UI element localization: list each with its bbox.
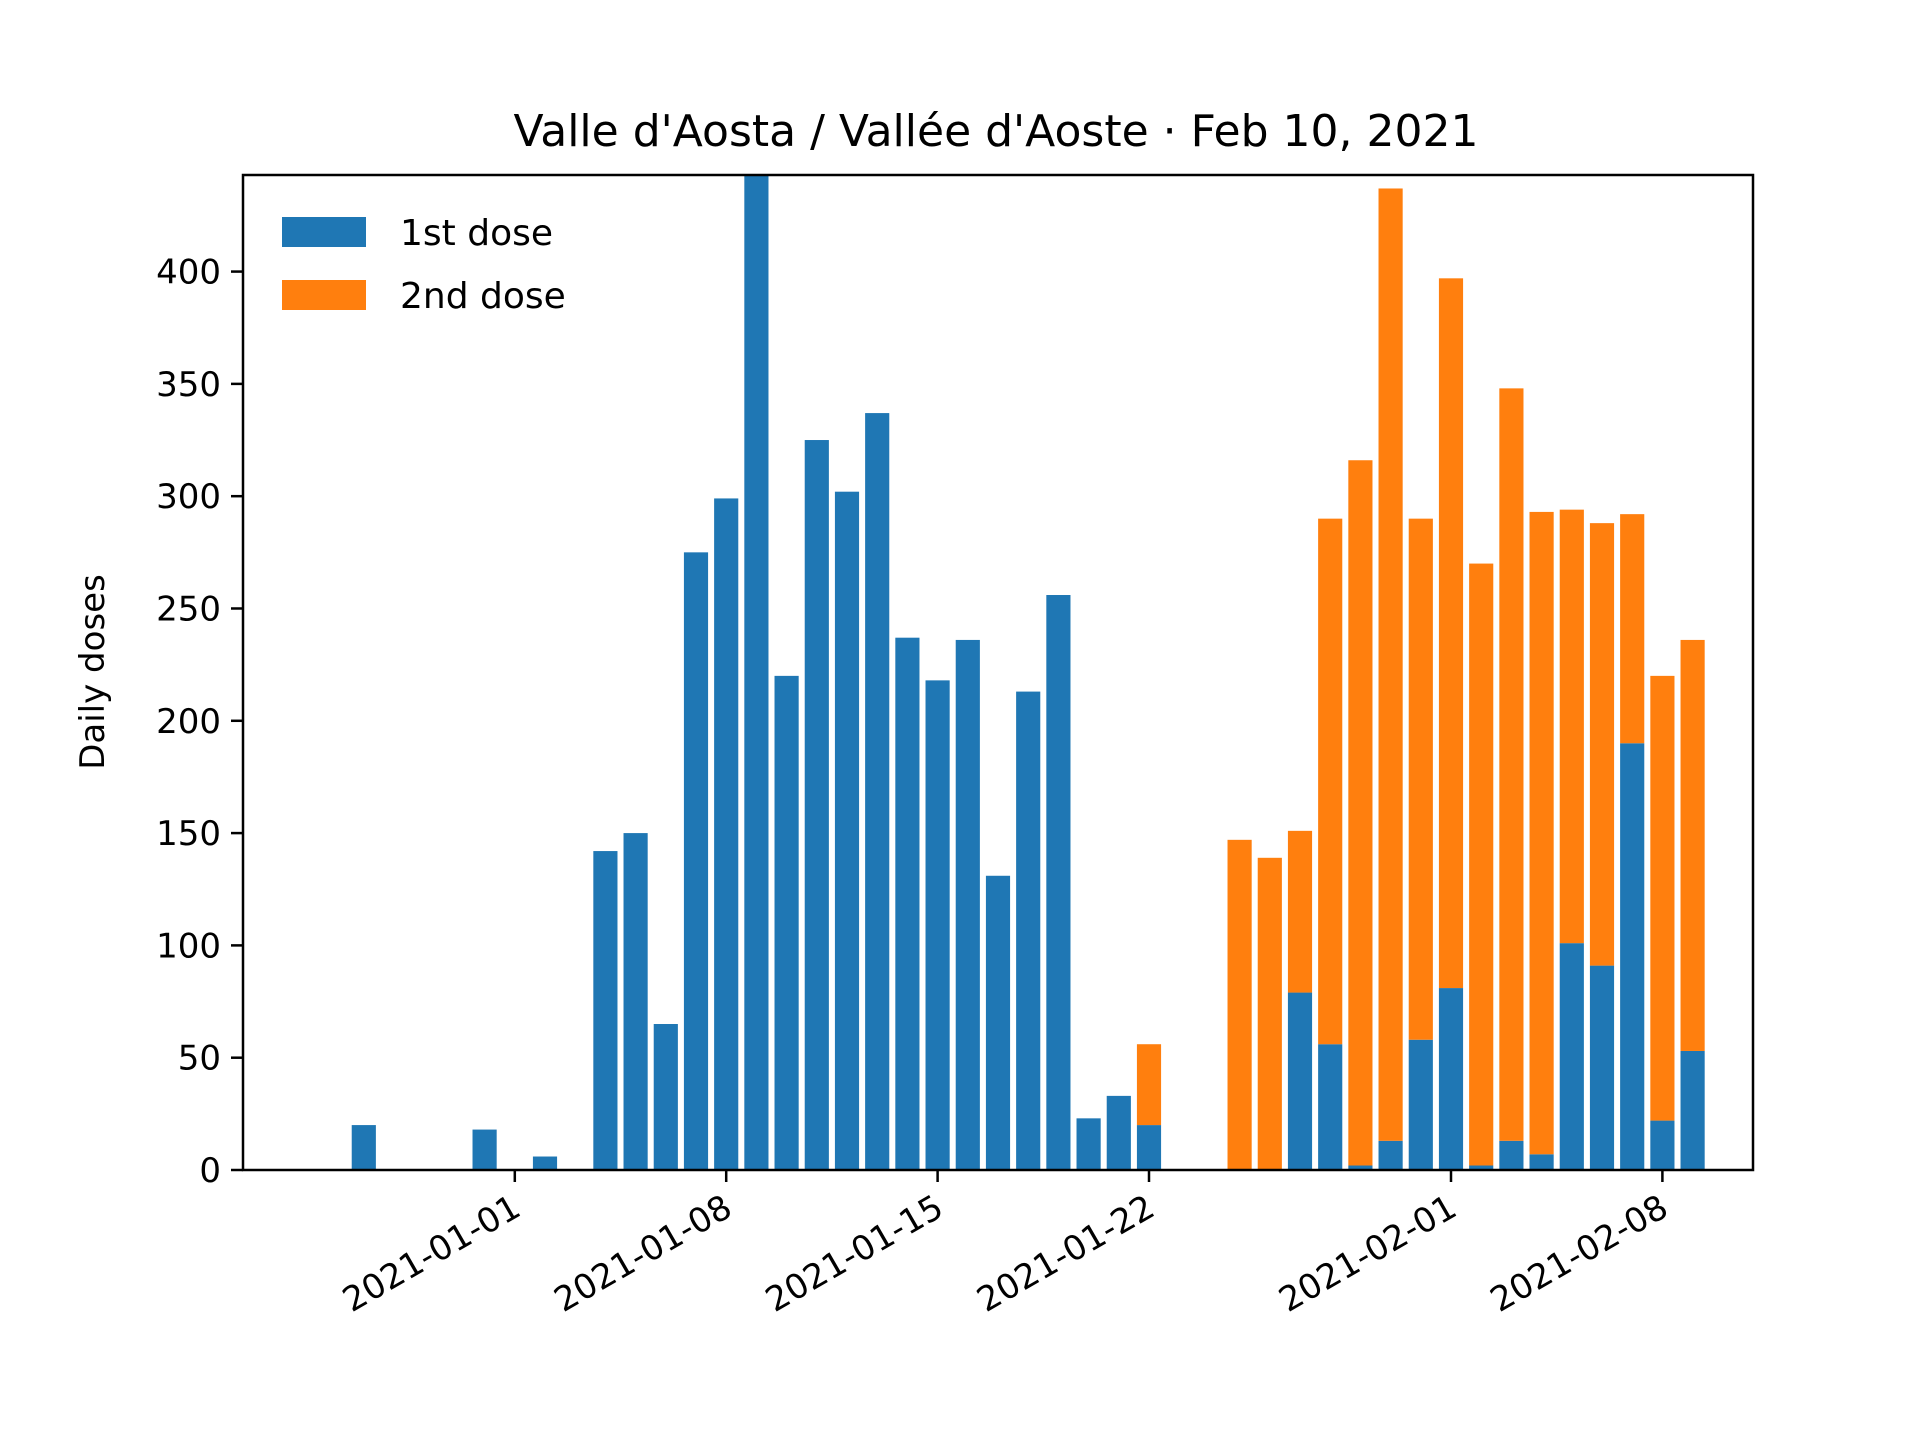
legend: 1st dose 2nd dose [282,213,566,317]
y-axis-label: Daily doses [73,574,113,770]
bar-first-dose [1559,943,1584,1170]
bar-first-dose [985,875,1011,1170]
bar-first-dose [683,552,709,1170]
bar-first-dose [1076,1118,1101,1170]
bar-first-dose [1438,988,1464,1170]
bar-second-dose [1469,563,1494,1166]
legend-label-2nd-dose: 2nd dose [400,276,566,317]
bar-first-dose [472,1129,497,1170]
bar-second-dose [1287,830,1313,993]
bar-first-dose [623,833,648,1170]
bar-second-dose [1680,639,1705,1051]
y-tick-label: 200 [156,702,221,742]
bar-first-dose [744,175,769,1170]
bar-first-dose [1620,743,1645,1170]
bar-second-dose [1529,511,1554,1155]
bar-second-dose [1227,839,1252,1170]
bar-second-dose [1438,278,1464,989]
bar-first-dose [1469,1165,1494,1170]
bar-first-dose [714,498,739,1170]
bar-first-dose [1016,691,1041,1170]
y-tick-label: 350 [156,365,221,405]
bar-first-dose [351,1125,376,1170]
bar-first-dose [834,491,860,1170]
bar-first-dose [1287,992,1313,1170]
y-tick-label: 150 [156,814,221,854]
bar-second-dose [1620,514,1645,744]
y-tick-label: 100 [156,926,221,966]
bar-second-dose [1257,857,1282,1170]
bar-second-dose [1378,188,1403,1141]
bar-first-dose [593,851,618,1170]
plot-frame [241,173,1755,1172]
bar-second-dose [1650,675,1675,1121]
bar-second-dose [1499,388,1524,1141]
bar-first-dose [1408,1039,1433,1170]
bar-first-dose [804,440,829,1170]
bar-first-dose [653,1024,678,1170]
bar-first-dose [1529,1154,1554,1170]
chart-title: Valle d'Aosta / Vallée d'Aoste · Feb 10,… [514,106,1479,157]
bar-first-dose [1318,1044,1343,1170]
bar-first-dose [1348,1165,1373,1170]
bar-second-dose [1589,523,1615,966]
legend-label-1st-dose: 1st dose [400,213,553,254]
legend-swatch-1st-dose [282,217,366,247]
bar-first-dose [925,680,950,1170]
y-axis-ticks: 0 50 100 150 200 250 300 350 400 [156,253,243,1191]
bar-second-dose [1559,509,1584,944]
bar-first-dose [1046,595,1071,1170]
y-tick-label: 50 [178,1039,221,1079]
y-tick-label: 300 [156,477,221,517]
bar-first-dose [955,639,980,1170]
bar-first-dose [1680,1050,1705,1170]
bar-first-dose [1499,1140,1524,1170]
bar-first-dose [1650,1120,1675,1170]
bar-first-dose [1106,1095,1131,1170]
bar-first-dose [1136,1125,1162,1170]
y-tick-label: 250 [156,589,221,629]
bar-first-dose [532,1156,558,1170]
y-tick-label: 400 [156,253,221,293]
bars-layer [351,175,1705,1171]
bar-second-dose [1408,518,1433,1040]
bar-first-dose [774,675,799,1170]
bar-first-dose [1378,1140,1403,1170]
bar-second-dose [1318,518,1343,1045]
bar-first-dose [895,637,920,1170]
bar-second-dose [1348,460,1373,1166]
bar-first-dose [1589,965,1615,1170]
bar-second-dose [1136,1044,1162,1126]
legend-swatch-2nd-dose [282,280,366,310]
bar-first-dose [865,413,890,1171]
y-tick-label: 0 [199,1151,221,1191]
